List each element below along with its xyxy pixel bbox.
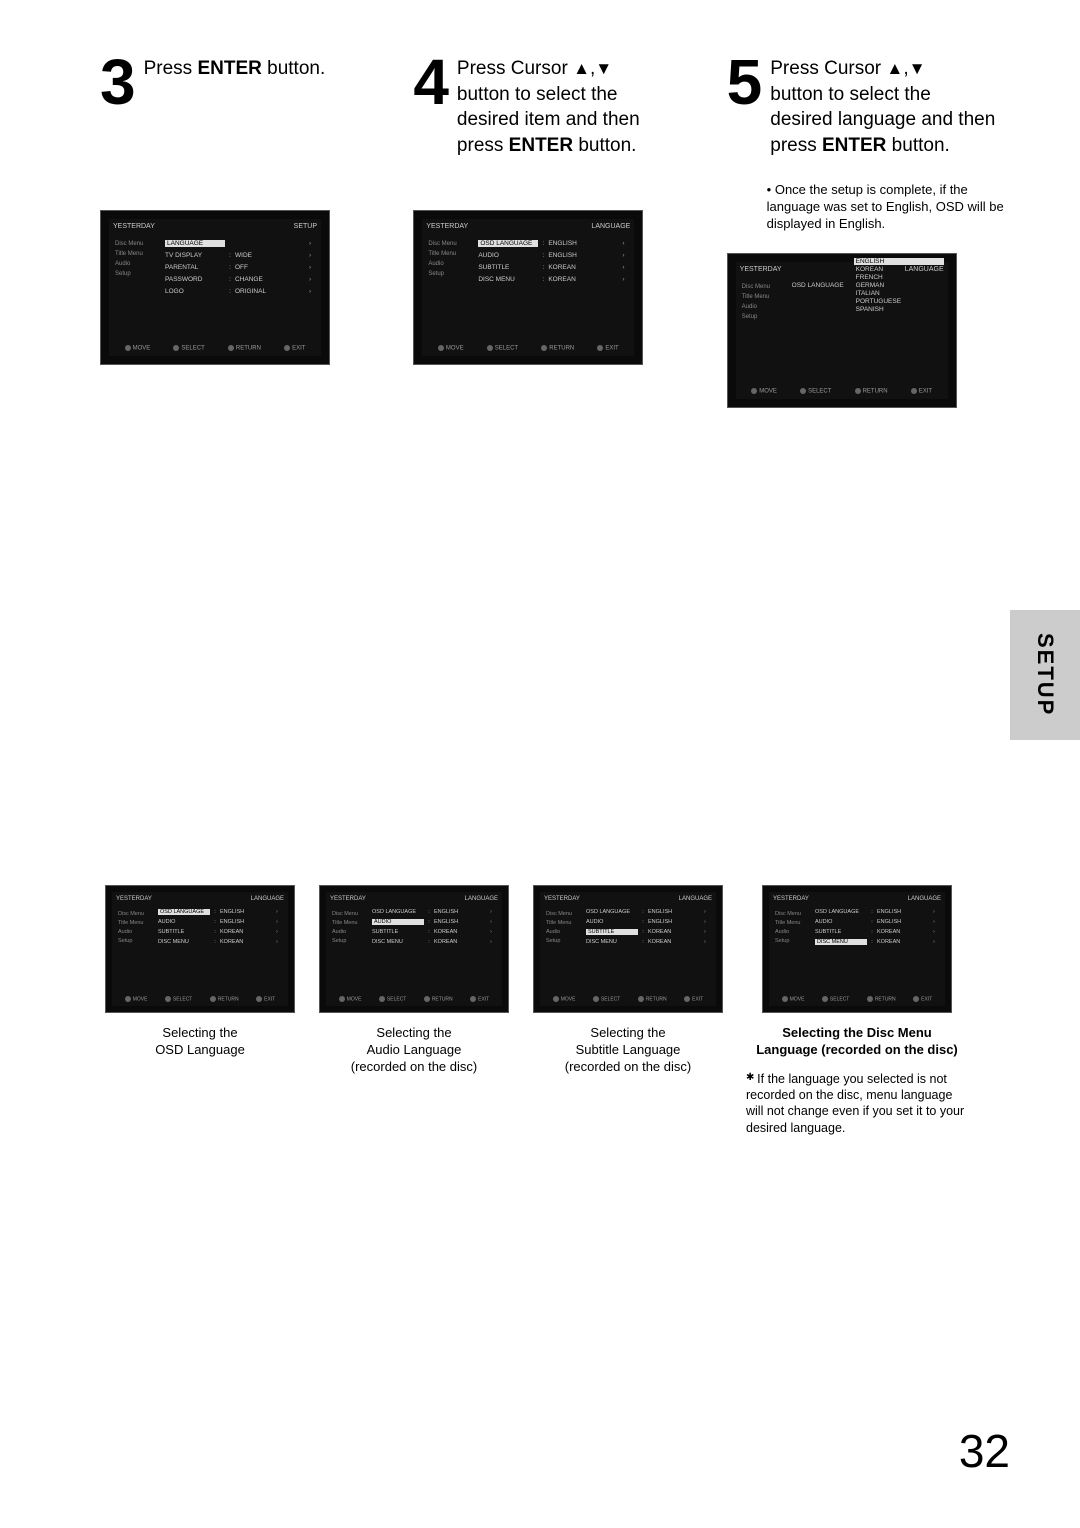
- setup-screen-step5: YESTERDAY LANGUAGE Disc Menu Title Menu …: [727, 253, 957, 408]
- screen-title-right: LANGUAGE: [591, 223, 630, 230]
- screen-left-menu: Disc Menu Title Menu Audio Setup: [113, 237, 161, 338]
- triangle-down-icon: ▼: [909, 57, 926, 80]
- footnote: If the language you selected is not reco…: [742, 1071, 972, 1136]
- example-osd: YESTERDAY LANGUAGE Disc MenuTitle MenuAu…: [100, 885, 300, 1136]
- screen-title-right: SETUP: [294, 223, 317, 230]
- screen-footer: MOVESELECTRETURNEXIT: [113, 345, 317, 352]
- screen-right-panel: OSD LANGUAGE:ENGLISH› AUDIO:ENGLISH› SUB…: [474, 237, 630, 338]
- setup-screen-step3: YESTERDAY SETUP Disc Menu Title Menu Aud…: [100, 210, 330, 365]
- caption-disc-menu: Selecting the Disc MenuLanguage (recorde…: [756, 1025, 958, 1059]
- step-text: Press Cursor ▲,▼ button to select the de…: [770, 50, 995, 159]
- step-5: 5 Press Cursor ▲,▼ button to select the …: [727, 50, 1020, 408]
- example-subtitle: YESTERDAY LANGUAGE Disc MenuTitle MenuAu…: [528, 885, 728, 1136]
- step-text: Press ENTER button.: [144, 50, 326, 82]
- screen-title-left: YESTERDAY: [113, 223, 155, 230]
- screen-title-left: YESTERDAY: [740, 266, 782, 273]
- small-screen-osd: YESTERDAY LANGUAGE Disc MenuTitle MenuAu…: [105, 885, 295, 1013]
- triangle-down-icon: ▼: [595, 57, 612, 80]
- caption-audio: Selecting theAudio Language(recorded on …: [351, 1025, 477, 1076]
- page-number: 32: [959, 1424, 1010, 1478]
- screen-title-left: YESTERDAY: [426, 223, 468, 230]
- screen-footer: MOVESELECTRETURNEXIT: [426, 345, 630, 352]
- screen-right-panel: OSD LANGUAGE ENGLISH KOREAN FRENCH GERMA…: [788, 280, 944, 381]
- caption-osd: Selecting theOSD Language: [155, 1025, 245, 1059]
- step-4: 4 Press Cursor ▲,▼ button to select the …: [413, 50, 706, 408]
- language-list: ENGLISH KOREAN FRENCH GERMAN ITALIAN POR…: [854, 258, 944, 313]
- example-audio: YESTERDAY LANGUAGE Disc MenuTitle MenuAu…: [314, 885, 514, 1136]
- example-disc-menu: YESTERDAY LANGUAGE Disc MenuTitle MenuAu…: [742, 885, 972, 1136]
- step5-note: Once the setup is complete, if the langu…: [767, 182, 1020, 233]
- screen-footer: MOVESELECTRETURNEXIT: [740, 388, 944, 395]
- step-number: 4: [413, 50, 449, 114]
- caption-subtitle: Selecting theSubtitle Language(recorded …: [565, 1025, 691, 1076]
- step-text: Press Cursor ▲,▼ button to select the de…: [457, 50, 640, 159]
- step-3: 3 Press ENTER button. YESTERDAY SETUP Di…: [100, 50, 393, 408]
- small-screen-audio: YESTERDAY LANGUAGE Disc MenuTitle MenuAu…: [319, 885, 509, 1013]
- step-number: 5: [727, 50, 763, 114]
- step-number: 3: [100, 50, 136, 114]
- screen-left-menu: Disc Menu Title Menu Audio Setup: [740, 280, 788, 381]
- side-tab-label: SETUP: [1032, 633, 1058, 716]
- small-screen-subtitle: YESTERDAY LANGUAGE Disc MenuTitle MenuAu…: [533, 885, 723, 1013]
- screen-left-menu: Disc Menu Title Menu Audio Setup: [426, 237, 474, 338]
- steps-row: 3 Press ENTER button. YESTERDAY SETUP Di…: [100, 50, 1020, 408]
- triangle-up-icon: ▲: [886, 57, 903, 80]
- triangle-up-icon: ▲: [573, 57, 590, 80]
- setup-screen-step4: YESTERDAY LANGUAGE Disc Menu Title Menu …: [413, 210, 643, 365]
- page-root: 3 Press ENTER button. YESTERDAY SETUP Di…: [0, 0, 1080, 1528]
- screen-right-panel: LANGUAGE› TV DISPLAY:WIDE› PARENTAL:OFF›…: [161, 237, 317, 338]
- small-screen-disc-menu: YESTERDAY LANGUAGE Disc MenuTitle MenuAu…: [762, 885, 952, 1013]
- bottom-examples: YESTERDAY LANGUAGE Disc MenuTitle MenuAu…: [100, 885, 972, 1136]
- side-tab: SETUP: [1010, 610, 1080, 740]
